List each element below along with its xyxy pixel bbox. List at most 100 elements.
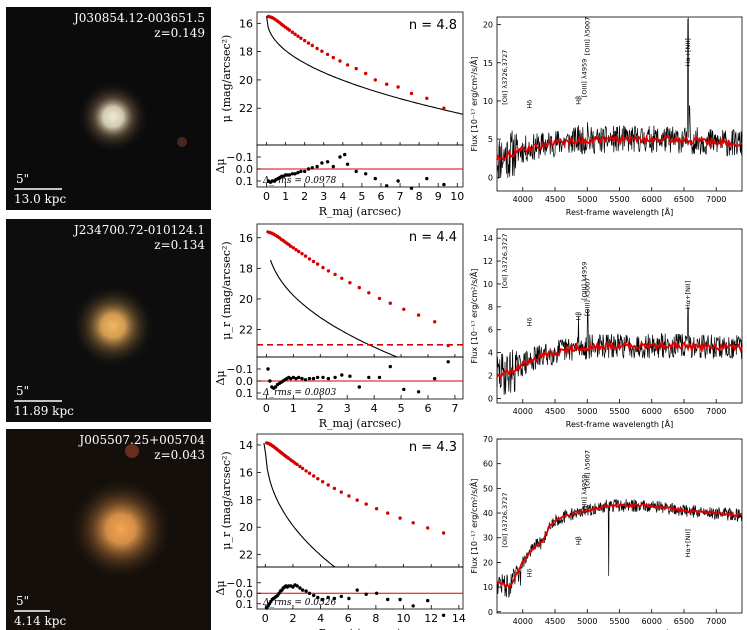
- profile-ytick-label: 18: [239, 46, 253, 59]
- spectrum-ytick-label: 14: [483, 234, 493, 243]
- profile-data-point: [441, 531, 446, 535]
- profile-ytick-label: 16: [239, 466, 253, 479]
- profile-data-point: [442, 106, 446, 110]
- emission-line-label: Hδ: [525, 568, 533, 577]
- profile-xtick-label: 1: [290, 402, 297, 415]
- residual-point: [297, 375, 301, 380]
- profile-ytick-label: 20: [239, 293, 253, 306]
- residual-point: [433, 376, 437, 381]
- profile-data-point: [425, 96, 429, 101]
- spectrum-xtick-label: 5500: [609, 407, 629, 416]
- profile-data-point: [294, 248, 298, 252]
- residual-ytick-label: 0.1: [236, 387, 254, 400]
- residual-point: [348, 374, 352, 378]
- galaxy-glow-1: [77, 81, 149, 153]
- residual-point: [320, 161, 324, 165]
- redshift-2: z=0.134: [154, 238, 205, 252]
- spectrum-xtick-label: 4500: [545, 195, 565, 204]
- emission-line-label: [OII] λ3726,3727: [501, 50, 509, 105]
- profile-xtick-label: 6: [377, 190, 384, 203]
- residual-point: [312, 593, 316, 598]
- emission-line-label: Hα+[NII]: [684, 38, 692, 66]
- profile-data-point: [290, 30, 294, 34]
- object-name-2: J234700.72-010124.1: [72, 223, 205, 237]
- residual-point: [364, 592, 368, 596]
- profile-data-point: [347, 494, 351, 498]
- neighbor-source: [177, 137, 187, 147]
- emission-line-label: [OIII] λ5007: [584, 278, 592, 316]
- residual-point: [373, 176, 377, 181]
- residual-point: [315, 164, 319, 169]
- residual-point: [303, 169, 307, 174]
- profile-data-point: [402, 307, 406, 311]
- residual-point: [296, 170, 300, 175]
- spectrum-xtick-label: 7000: [706, 407, 726, 416]
- spectrum-xtick-label: 4000: [513, 195, 533, 204]
- residual-point: [338, 155, 342, 159]
- profile-xtick-label: 2: [317, 402, 324, 415]
- profile-ytick-label: 22: [239, 102, 253, 115]
- object-name-3: J005507.25+005704: [77, 433, 205, 447]
- profile-xtick-label: 4: [339, 190, 346, 203]
- residual-point: [266, 367, 270, 371]
- residual-point: [331, 164, 335, 169]
- spectrum-panel-3: [496, 438, 743, 614]
- profile-data-point: [433, 320, 437, 324]
- emission-line-label: Hα+[NII]: [684, 529, 692, 557]
- profile-data-point: [345, 63, 350, 67]
- residual-point: [332, 596, 337, 601]
- spectrum-ytick-label: 60: [483, 460, 493, 469]
- spectrum-xtick-label: 5500: [609, 617, 629, 626]
- residual-point: [340, 373, 344, 377]
- rms-label: Δ_rms = 0.0526: [262, 598, 336, 608]
- residual-point: [426, 598, 430, 603]
- profile-data-point: [367, 291, 371, 295]
- residual-point: [416, 390, 421, 394]
- spectrum-ytick-label: 8: [488, 303, 493, 312]
- sersic-index-label: n = 4.8: [409, 18, 457, 33]
- residual-point: [310, 166, 314, 170]
- profile-data-point: [338, 59, 342, 63]
- profile-ytick-label: 22: [239, 323, 253, 336]
- spectrum-ytick-label: 12: [483, 257, 493, 266]
- spectrum-xtick-label: 6000: [642, 407, 662, 416]
- residual-ylabel: Δμ: [214, 580, 227, 595]
- profile-ylabel: μ_r (mag/arcsec²): [220, 451, 233, 549]
- residual-point: [345, 162, 350, 166]
- profile-xtick-label: 4: [317, 612, 324, 625]
- profile-data-point: [426, 526, 430, 530]
- residual-point: [396, 179, 400, 183]
- profile-data-point: [299, 36, 303, 40]
- profile-xtick-label: 3: [344, 402, 351, 415]
- profile-data-point: [373, 78, 377, 82]
- residual-point: [321, 375, 325, 380]
- profile-xtick-label: 2: [289, 612, 296, 625]
- profile-data-point: [287, 28, 292, 32]
- profile-data-point: [311, 259, 316, 264]
- residual-ytick-label: −0.1: [226, 577, 253, 590]
- residual-point: [273, 385, 278, 389]
- redshift-1: z=0.149: [154, 26, 205, 40]
- profile-data-point: [364, 502, 368, 506]
- profile-xlabel: R_maj (arcsec): [319, 417, 402, 430]
- spectrum-ytick-label: 0: [488, 608, 493, 617]
- residual-point: [291, 375, 296, 380]
- emission-line-label: [OII] λ3726,3727: [501, 493, 509, 548]
- profile-xtick-label: 0: [262, 612, 269, 625]
- profile-data-point: [297, 249, 301, 254]
- residual-point: [321, 597, 325, 602]
- rms-label: Δ_rms = 0.0803: [262, 388, 336, 398]
- residual-point: [300, 588, 305, 592]
- model-curve: [265, 16, 464, 115]
- spectrum-xtick-label: 7000: [706, 195, 726, 204]
- residual-point: [316, 595, 320, 600]
- spectrum-ytick-label: 4: [488, 349, 493, 358]
- profile-data-point: [385, 82, 389, 86]
- residual-point: [304, 589, 308, 593]
- spectrum-ytick-label: 5: [488, 135, 493, 144]
- profile-ytick-label: 14: [239, 439, 253, 452]
- spectrum-ytick-label: 10: [483, 280, 493, 289]
- residual-point: [377, 375, 382, 380]
- spectrum-ylabel: Flux [10⁻¹⁷ erg/cm²/s/Å]: [468, 478, 479, 573]
- scale-arcsec-3: 5": [16, 594, 29, 608]
